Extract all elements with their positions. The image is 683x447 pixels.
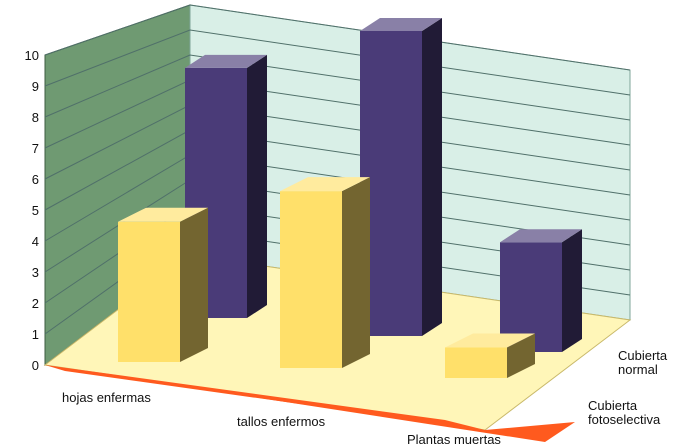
category-label: tallos enfermos — [237, 414, 326, 429]
y-tick-label: 5 — [32, 203, 39, 218]
y-tick-label: 7 — [32, 141, 39, 156]
gridline — [44, 29, 631, 96]
gridline — [44, 54, 631, 121]
bar-top — [500, 229, 582, 243]
y-tick-label: 4 — [32, 234, 39, 249]
bar-top — [185, 54, 267, 68]
bar-side — [422, 18, 442, 336]
gridline — [44, 4, 631, 71]
bar-top — [118, 207, 208, 222]
category-label: Plantas muertas — [407, 432, 501, 447]
series-label: Cubierta normal — [618, 348, 668, 377]
bar-top — [445, 333, 535, 348]
bar-top — [280, 177, 370, 192]
bar-side — [562, 229, 582, 352]
bar-side — [342, 177, 370, 368]
bar — [118, 221, 180, 362]
bar-side — [180, 207, 208, 362]
bar-side — [247, 54, 267, 319]
y-tick-label: 0 — [32, 358, 39, 373]
bar-side — [507, 333, 535, 378]
bar — [500, 242, 562, 352]
category-label: hojas enfermas — [62, 390, 151, 405]
y-tick-label: 6 — [32, 172, 39, 187]
series-label: Cubierta fotoselectiva — [588, 398, 661, 427]
bars — [118, 18, 582, 378]
floor-wedge — [45, 365, 485, 430]
x-axis-labels: hojas enfermas tallos enfermos Plantas mue… — [62, 390, 501, 447]
bar — [445, 347, 507, 378]
y-tick-label: 3 — [32, 265, 39, 280]
series-depth-labels: Cubierta normal Cubierta fotoselectiva — [588, 348, 668, 427]
floor-front-edge — [45, 365, 575, 442]
bar-top — [360, 18, 442, 31]
y-axis-ticks: 0 1 2 3 4 5 6 7 8 9 10 — [25, 48, 39, 373]
y-tick-label: 2 — [32, 296, 39, 311]
bar — [280, 191, 342, 368]
y-tick-label: 10 — [25, 48, 39, 63]
y-tick-label: 9 — [32, 79, 39, 94]
y-tick-label: 1 — [32, 327, 39, 342]
y-tick-label: 8 — [32, 110, 39, 125]
bar — [360, 31, 422, 336]
